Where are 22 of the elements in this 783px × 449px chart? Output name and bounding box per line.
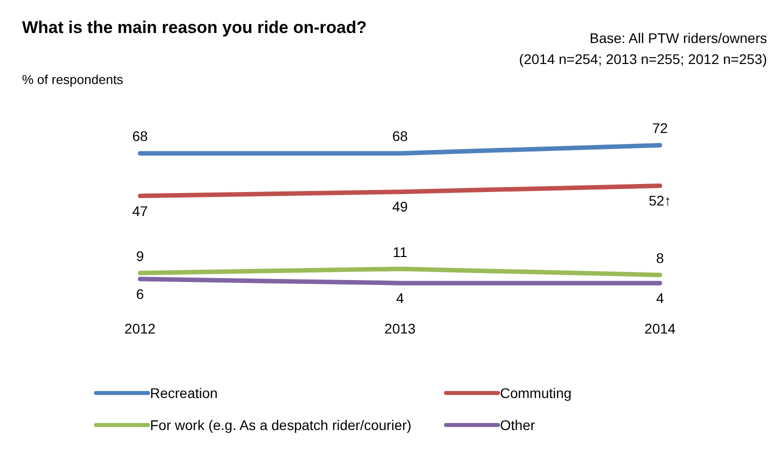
legend-label: Commuting xyxy=(500,385,572,401)
legend-label: Other xyxy=(500,417,536,433)
data-label: 47 xyxy=(132,202,148,219)
data-label: 4 xyxy=(656,290,664,306)
data-label: 68 xyxy=(132,128,148,144)
text: Base: All PTW riders/owners (2014 n=254; 2013 n=255; 2012 n=253) xyxy=(519,29,767,69)
y-axis-title: % of respondents xyxy=(22,72,124,87)
data-label: 72 xyxy=(652,120,668,136)
data-label: 8 xyxy=(656,250,664,266)
data-label: 4 xyxy=(396,290,404,306)
data-label: 68 xyxy=(392,128,408,144)
data-label: 6 xyxy=(136,286,144,302)
x-tick-label: 2014 xyxy=(644,320,676,336)
data-label: 9 xyxy=(136,248,144,264)
chart-title: What is the main reason you ride on-road? xyxy=(22,18,367,38)
data-label: 11 xyxy=(392,244,408,260)
x-tick-label: 2013 xyxy=(384,320,416,336)
data-label: 52↑ xyxy=(648,192,672,209)
data-label: 49 xyxy=(392,198,408,215)
x-tick-label: 2012 xyxy=(124,320,156,336)
legend-label: For work (e.g. As a despatch rider/courier) xyxy=(150,417,412,433)
legend-label: Recreation xyxy=(150,385,218,401)
